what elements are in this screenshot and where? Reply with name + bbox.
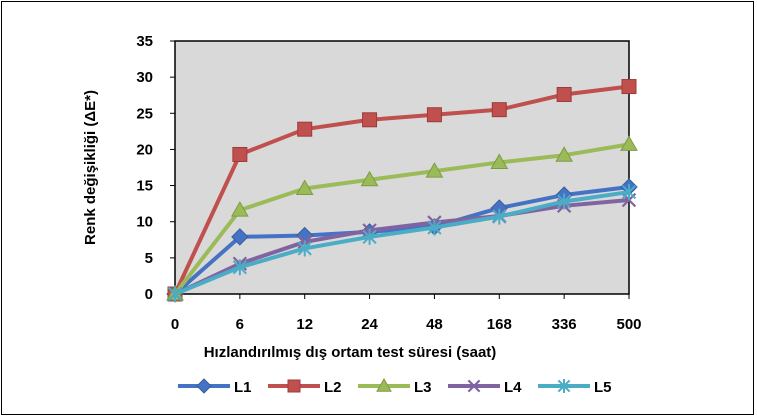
marker-asterisk xyxy=(297,240,312,257)
marker-asterisk xyxy=(167,286,183,302)
x-tick-label: 12 xyxy=(296,316,313,333)
marker-diamond xyxy=(196,378,212,394)
marker-square xyxy=(426,107,442,123)
series-layer xyxy=(166,79,638,303)
y-tick-label: 5 xyxy=(145,250,153,267)
marker-diamond xyxy=(231,228,249,246)
marker-asterisk xyxy=(232,259,247,276)
marker-asterisk xyxy=(557,379,571,393)
marker-asterisk xyxy=(492,208,507,225)
x-axis: 0 6 12 24 48 168 336 500 xyxy=(171,294,642,333)
legend-label: L2 xyxy=(324,379,342,396)
legend-label: L1 xyxy=(234,379,252,396)
marker-triangle xyxy=(295,179,314,195)
y-tick-label: 30 xyxy=(136,69,153,86)
marker-triangle xyxy=(360,170,379,187)
x-tick-label: 336 xyxy=(552,316,577,333)
legend: L1 L2 L3 L4 L5 xyxy=(178,377,612,396)
marker-asterisk xyxy=(621,184,637,201)
y-tick-label: 25 xyxy=(136,105,153,122)
series-line xyxy=(174,198,630,296)
marker-square xyxy=(362,112,378,128)
legend-item-l4: L4 xyxy=(448,379,522,396)
series-line xyxy=(173,185,630,296)
x-tick-label: 48 xyxy=(426,316,443,333)
marker-triangle xyxy=(555,146,574,162)
legend-label: L4 xyxy=(504,379,522,396)
x-tick-label: 6 xyxy=(236,316,244,333)
marker-square xyxy=(232,146,248,162)
marker-asterisk xyxy=(557,193,572,210)
marker-square xyxy=(556,86,572,102)
marker-square xyxy=(287,379,301,393)
legend-item-l5: L5 xyxy=(538,379,612,396)
marker-asterisk xyxy=(427,219,442,236)
x-tick-label: 24 xyxy=(361,316,378,333)
marker-triangle xyxy=(490,153,509,169)
x-tick-label: 0 xyxy=(171,316,179,333)
x-tick-label: 168 xyxy=(487,316,512,333)
marker-triangle xyxy=(376,377,392,392)
x-axis-title: Hızlandırılmış dış ortam test süresi (sa… xyxy=(204,344,497,361)
marker-square xyxy=(621,79,637,95)
y-axis: 0 5 10 15 20 25 30 35 xyxy=(136,33,175,303)
y-axis-title: Renk değişikliği (ΔE*) xyxy=(82,90,99,245)
series-line xyxy=(173,84,630,295)
legend-label: L3 xyxy=(414,379,432,396)
series-line xyxy=(173,142,630,296)
series-line xyxy=(174,190,630,296)
x-tick-label: 500 xyxy=(616,316,641,333)
y-tick-label: 15 xyxy=(136,178,153,195)
y-tick-label: 0 xyxy=(145,286,153,303)
legend-label: L5 xyxy=(594,379,612,396)
marker-asterisk xyxy=(362,228,377,245)
plot-area xyxy=(174,40,630,295)
legend-item-l2: L2 xyxy=(268,379,342,396)
marker-square xyxy=(491,102,507,118)
legend-item-l1: L1 xyxy=(178,378,252,396)
marker-square xyxy=(297,121,313,137)
y-tick-label: 10 xyxy=(136,214,153,231)
y-tick-label: 35 xyxy=(136,33,153,50)
series-l5 xyxy=(167,184,637,302)
marker-triangle xyxy=(620,135,638,151)
y-tick-label: 20 xyxy=(136,141,153,158)
legend-item-l3: L3 xyxy=(358,377,432,396)
marker-triangle xyxy=(230,201,249,217)
marker-triangle xyxy=(425,162,444,178)
marker-x xyxy=(467,379,481,393)
